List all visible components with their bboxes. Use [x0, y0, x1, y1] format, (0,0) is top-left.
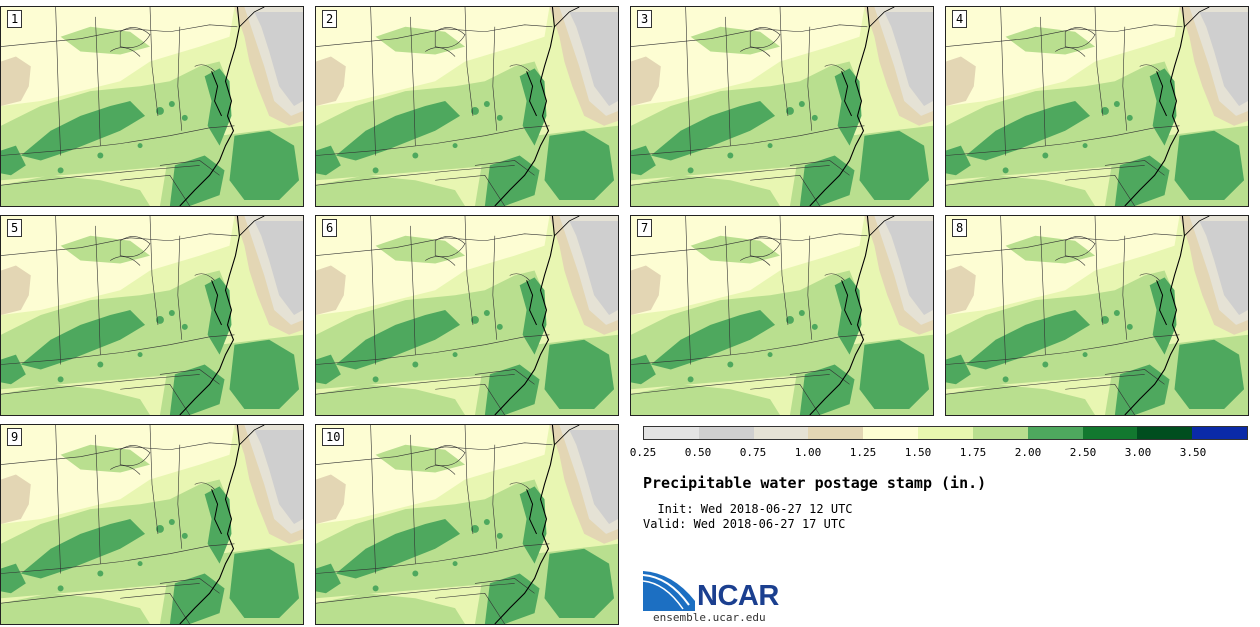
map-panel-10: 10 — [315, 424, 619, 625]
map-body — [1, 7, 303, 206]
legend-tick-label: 1.00 — [794, 446, 822, 459]
map-body — [1, 216, 303, 415]
panel-number: 4 — [952, 10, 968, 28]
legend-swatch — [972, 427, 1028, 439]
panel-number: 2 — [322, 10, 338, 28]
legend-tick-label: 2.00 — [1014, 446, 1042, 459]
panel-number: 9 — [7, 428, 23, 446]
legend-swatch — [1137, 427, 1193, 439]
map-body — [1, 425, 303, 624]
panel-number: 6 — [322, 219, 338, 237]
map-body — [946, 216, 1248, 415]
legend-swatch — [1082, 427, 1138, 439]
panel-number: 3 — [637, 10, 653, 28]
ncar-logo-icon — [643, 571, 695, 611]
map-body — [316, 7, 618, 206]
legend-tick-label: 3.50 — [1179, 446, 1207, 459]
legend-swatch — [644, 427, 699, 439]
legend-tick-label: 3.00 — [1124, 446, 1152, 459]
map-body — [946, 7, 1248, 206]
panel-number: 5 — [7, 219, 23, 237]
chart-title: Precipitable water postage stamp (in.) — [643, 474, 987, 492]
map-panel-1: 1 — [0, 6, 304, 207]
legend-tick-label: 1.50 — [904, 446, 932, 459]
map-panel-9: 9 — [0, 424, 304, 625]
legend-tick-label: 2.50 — [1069, 446, 1097, 459]
panel-number: 7 — [637, 219, 653, 237]
map-panel-5: 5 — [0, 215, 304, 416]
map-panel-4: 4 — [945, 6, 1249, 207]
panel-number: 1 — [7, 10, 23, 28]
valid-time: Valid: Wed 2018-06-27 17 UTC — [643, 517, 846, 531]
legend-swatch — [918, 427, 973, 439]
legend-swatch — [1192, 427, 1247, 439]
legend-swatch — [808, 427, 864, 439]
map-body — [316, 425, 618, 624]
panel-number: 10 — [322, 428, 345, 446]
legend-swatch — [1027, 427, 1083, 439]
legend-swatch — [753, 427, 809, 439]
map-panel-2: 2 — [315, 6, 619, 207]
legend-swatch — [863, 427, 919, 439]
legend-tick-label: 0.50 — [684, 446, 712, 459]
legend-tick-label: 1.75 — [959, 446, 987, 459]
legend-swatch — [698, 427, 754, 439]
map-panel-7: 7 — [630, 215, 934, 416]
map-body — [631, 216, 933, 415]
init-time: Init: Wed 2018-06-27 12 UTC — [643, 502, 853, 516]
legend-tick-label: 0.25 — [629, 446, 657, 459]
map-body — [316, 216, 618, 415]
legend-tick-label: 0.75 — [739, 446, 767, 459]
site-url: ensemble.ucar.edu — [653, 611, 766, 624]
color-legend — [643, 426, 1248, 440]
map-panel-8: 8 — [945, 215, 1249, 416]
map-panel-6: 6 — [315, 215, 619, 416]
map-body — [631, 7, 933, 206]
map-panel-3: 3 — [630, 6, 934, 207]
logo-wordmark: NCAR — [697, 580, 779, 612]
panel-number: 8 — [952, 219, 968, 237]
legend-tick-label: 1.25 — [849, 446, 877, 459]
